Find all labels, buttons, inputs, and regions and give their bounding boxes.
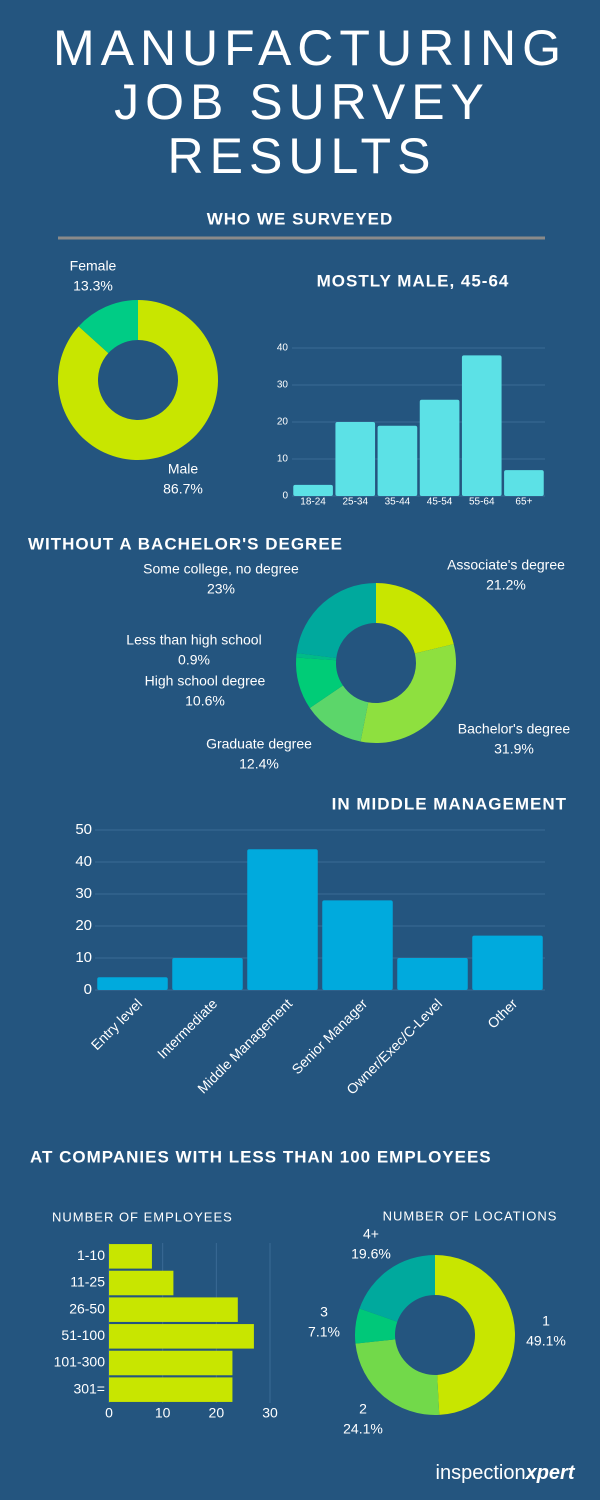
bar: [461, 355, 502, 496]
bar: [247, 849, 318, 990]
slice-label: High school degree: [145, 673, 266, 689]
bar: [109, 1270, 174, 1296]
x-tick-label: 55-64: [469, 497, 495, 508]
x-tick-label: 0: [105, 1405, 113, 1421]
x-tick-label: 25-34: [342, 497, 368, 508]
bar: [322, 900, 393, 990]
y-tick-label: 10: [277, 454, 289, 465]
title-line: RESULTS: [168, 128, 437, 184]
title-line: JOB SURVEY: [114, 74, 490, 130]
y-tick-label: 40: [75, 853, 92, 870]
slice-value: 0.9%: [178, 652, 210, 668]
chart-title: NUMBER OF LOCATIONS: [383, 1208, 558, 1223]
bar: [335, 422, 376, 496]
slice-value: 49.1%: [526, 1333, 566, 1349]
y-tick-label: 50: [75, 821, 92, 838]
slice-value: 7.1%: [308, 1324, 340, 1340]
bar: [109, 1377, 233, 1402]
logo: inspectionxpert: [436, 1462, 576, 1484]
pie-slice: [296, 657, 343, 708]
slice-label: Male: [168, 461, 199, 477]
pie-slice: [296, 583, 376, 658]
slice-label: Graduate degree: [206, 736, 312, 752]
pie-slice: [58, 300, 219, 461]
y-tick-label: 40: [277, 343, 289, 354]
bar: [472, 935, 543, 990]
bar: [419, 399, 460, 496]
slice-value: 24.1%: [343, 1421, 383, 1437]
slice-value: 31.9%: [494, 741, 534, 757]
slice-value: 10.6%: [185, 693, 225, 709]
bar: [109, 1244, 152, 1269]
y-tick-label: 20: [75, 917, 92, 934]
slice-label: 2: [359, 1401, 367, 1417]
slice-label: Some college, no degree: [143, 561, 299, 577]
x-tick-label: Senior Manager: [288, 995, 370, 1077]
bar: [97, 977, 168, 990]
title-line: MANUFACTURING: [53, 20, 567, 76]
section-title: AT COMPANIES WITH LESS THAN 100 EMPLOYEE…: [30, 1147, 492, 1166]
pie-slice: [78, 300, 138, 354]
pie-slice: [435, 1255, 516, 1415]
y-tick-label: 101-300: [54, 1354, 106, 1370]
bar: [293, 484, 333, 496]
bar: [397, 958, 468, 990]
slice-value: 13.3%: [73, 278, 113, 294]
slice-label: Female: [70, 258, 117, 274]
x-tick-label: 18-24: [300, 497, 326, 508]
slice-value: 86.7%: [163, 481, 203, 497]
section-title: WHO WE SURVEYED: [207, 209, 394, 228]
x-tick-label: 20: [209, 1405, 225, 1421]
y-tick-label: 51-100: [61, 1327, 105, 1343]
bar: [377, 425, 418, 496]
x-tick-label: 35-44: [385, 497, 411, 508]
pie-slice: [360, 644, 456, 744]
logo-part: inspection: [436, 1462, 526, 1484]
y-tick-label: 26-50: [69, 1300, 105, 1316]
slice-value: 12.4%: [239, 756, 279, 772]
pie-slice: [359, 1255, 435, 1322]
y-tick-label: 301=: [73, 1380, 105, 1396]
pie-slice: [296, 652, 337, 661]
x-tick-label: Entry level: [88, 995, 146, 1053]
bar: [504, 470, 544, 496]
slice-label: 4+: [363, 1226, 379, 1242]
bar: [172, 958, 243, 990]
pie-slice: [309, 685, 369, 742]
slice-label: Less than high school: [126, 632, 261, 648]
logo-part: xpert: [525, 1462, 576, 1484]
bar: [109, 1297, 238, 1322]
x-tick-label: 45-54: [427, 497, 453, 508]
y-tick-label: 11-25: [70, 1274, 105, 1290]
slice-value: 21.2%: [486, 577, 526, 593]
y-tick-label: 20: [277, 417, 289, 428]
slice-value: 23%: [207, 581, 235, 597]
y-tick-label: 10: [75, 949, 92, 966]
y-tick-label: 0: [84, 981, 92, 998]
pie-slice: [355, 1339, 440, 1416]
slice-label: Associate's degree: [447, 557, 565, 573]
y-tick-label: 30: [75, 885, 92, 902]
slice-label: Bachelor's degree: [458, 721, 571, 737]
x-tick-label: Intermediate: [154, 995, 220, 1061]
slice-label: 3: [320, 1304, 328, 1320]
chart-title: NUMBER OF EMPLOYEES: [52, 1209, 233, 1224]
x-tick-label: 10: [155, 1405, 171, 1421]
x-tick-label: 65+: [515, 497, 532, 508]
x-tick-label: Other: [484, 995, 520, 1031]
x-tick-label: 30: [262, 1405, 278, 1421]
pie-slice: [376, 583, 454, 654]
pie-slice: [355, 1308, 398, 1344]
bar: [109, 1350, 233, 1376]
y-tick-label: 1-10: [77, 1247, 105, 1263]
y-tick-label: 30: [277, 380, 289, 391]
chart-title: WITHOUT A BACHELOR'S DEGREE: [28, 534, 343, 553]
chart-title: IN MIDDLE MANAGEMENT: [332, 794, 567, 813]
slice-value: 19.6%: [351, 1246, 391, 1262]
chart-title: MOSTLY MALE, 45-64: [317, 271, 510, 290]
y-tick-label: 0: [282, 491, 288, 502]
bar: [109, 1324, 254, 1349]
slice-label: 1: [542, 1313, 550, 1329]
